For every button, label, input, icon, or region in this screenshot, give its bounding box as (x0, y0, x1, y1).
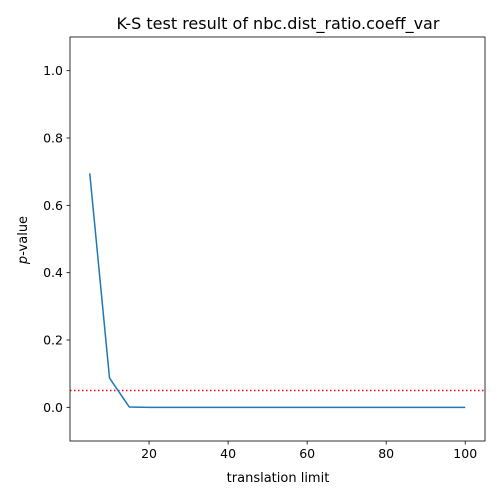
y-tick-label: 1.0 (43, 63, 63, 78)
series-line-0 (89, 173, 466, 409)
y-axis-label: p-value (16, 216, 31, 265)
x-tick-label: 60 (299, 446, 315, 461)
y-tick-label: 0.6 (43, 198, 63, 213)
x-tick-label: 100 (453, 446, 477, 461)
x-tick-label: 20 (141, 446, 157, 461)
y-tick-label: 0.2 (43, 333, 63, 348)
plot-area: 20 40 60 80 100 0.0 0.2 0.4 0.6 0.8 1.0 (43, 36, 486, 461)
x-axis-label: translation limit (227, 471, 330, 486)
chart-title: K-S test result of nbc.dist_ratio.coeff_… (117, 14, 440, 34)
axes-frame (69, 36, 486, 442)
y-tick-label: 0.4 (43, 265, 63, 280)
y-tick-label: 0.0 (43, 400, 63, 415)
y-axis-label-rest: -value (16, 216, 31, 256)
y-axis-label-italic: p (16, 256, 31, 265)
x-tick-label: 80 (378, 446, 394, 461)
x-tick-label: 40 (220, 446, 236, 461)
y-tick-label: 0.8 (43, 131, 63, 146)
